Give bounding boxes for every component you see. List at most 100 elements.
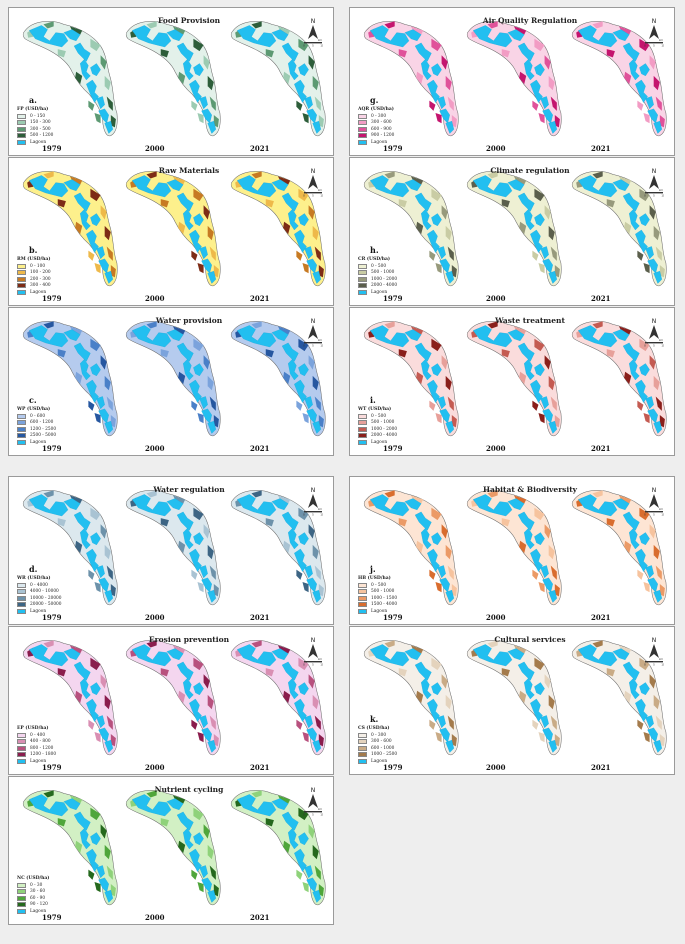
value-zone (75, 71, 83, 85)
scale-tick-label: 0 (644, 194, 646, 198)
scale-unit: km (318, 507, 323, 511)
value-zone (318, 115, 324, 128)
lagoon-area (472, 25, 513, 48)
legend-label: 0 - 4000 (30, 582, 48, 588)
legend-label: 900 - 1200 (371, 133, 395, 139)
legend-item: 900 - 1200 (358, 133, 394, 140)
value-zone (191, 100, 198, 111)
value-zone (411, 645, 424, 654)
panel-title: Nutrient cycling (154, 785, 224, 794)
scale-unit: km (318, 807, 323, 811)
north-label: N (652, 637, 657, 644)
legend-item: 100 - 200 (17, 270, 51, 277)
panel-title: Cultural services (494, 635, 566, 644)
lagoon-area (653, 589, 663, 603)
legend-swatch (358, 263, 367, 269)
value-zone (429, 569, 436, 580)
lagoon-area (193, 682, 204, 696)
lagoon-area (530, 79, 543, 103)
lagoon-area (304, 246, 313, 260)
panel-maps (22, 790, 326, 906)
lagoon-area (63, 29, 81, 42)
map-1979 (22, 490, 118, 606)
lagoon-area (80, 59, 91, 81)
legend-label: 4000 - 10000 (30, 589, 59, 595)
lagoon-area (104, 739, 114, 753)
legend-item: 1000 - 2000 (358, 276, 397, 283)
legend-swatch (358, 276, 367, 282)
lagoon-area (294, 698, 307, 722)
lagoon-area (193, 213, 204, 227)
value-zone (70, 176, 83, 185)
panel-maps (363, 171, 667, 287)
scale-tick-label: 0 (303, 194, 305, 198)
value-zone (90, 657, 101, 671)
value-zone (90, 507, 101, 521)
lagoon-area (28, 25, 69, 48)
scale-tick-label: 0 (303, 344, 305, 348)
legend-swatch (358, 608, 367, 614)
year-label: 1979 (383, 144, 403, 153)
lagoon-area (201, 108, 212, 124)
lagoon-area (304, 565, 313, 579)
legend-label: 1500 - 4000 (371, 602, 398, 608)
lagoon-area (207, 589, 217, 603)
legend-swatch (358, 420, 367, 426)
value-zone (411, 326, 424, 335)
map-2021 (571, 321, 667, 437)
value-zone (653, 225, 660, 241)
legend-item: 0 - 500 (358, 582, 397, 589)
value-zone (398, 49, 407, 58)
value-zone (312, 375, 319, 391)
legend-label: 0 - 500 (371, 263, 387, 269)
coastal-strip (125, 321, 221, 437)
lagoon-area (183, 828, 194, 850)
legend-swatch (17, 602, 26, 608)
value-zone (43, 321, 54, 329)
lagoon-area (639, 63, 650, 77)
lagoon-area (294, 229, 307, 253)
lagoon-area (414, 511, 432, 531)
north-label: N (311, 487, 316, 494)
lagoon-area (271, 648, 289, 661)
lagoon-area (622, 42, 640, 62)
scale-unit: km (318, 188, 323, 192)
legend-title: WT (USD/ha) (358, 407, 392, 412)
value-zone (90, 338, 101, 352)
value-zone (487, 171, 498, 179)
value-zone (441, 524, 448, 539)
lagoon-area (629, 209, 640, 231)
year-label: 1979 (383, 613, 403, 622)
lagoon-area (548, 589, 558, 603)
value-zone (207, 844, 214, 860)
value-zone (302, 262, 309, 274)
lagoon-area (86, 848, 99, 872)
legend-item: 500 - 1000 (358, 420, 397, 427)
value-zone (43, 21, 54, 29)
year-label: 1979 (42, 913, 62, 922)
lagoon-area (534, 363, 545, 377)
legend-label: Lagoon (30, 139, 47, 145)
lagoon-area (176, 342, 194, 362)
lagoon-area (86, 79, 99, 103)
value-zone (302, 731, 309, 743)
arrow-shape (649, 25, 659, 39)
value-zone (110, 265, 116, 278)
lagoon-area (622, 661, 640, 681)
lagoon-area (183, 528, 194, 550)
value-zone (146, 490, 157, 498)
lagoon-area (540, 565, 549, 579)
lagoon-area (540, 246, 549, 260)
value-zone (548, 75, 555, 91)
lagoon-area (612, 648, 630, 661)
lagoon-area (647, 727, 658, 743)
value-zone (451, 265, 457, 278)
lagoon-area (369, 494, 410, 517)
lagoon-area (28, 175, 69, 198)
year-label: 1979 (383, 763, 403, 772)
value-zone (411, 26, 424, 35)
scale-unit: km (659, 507, 664, 511)
value-zone (554, 415, 560, 428)
